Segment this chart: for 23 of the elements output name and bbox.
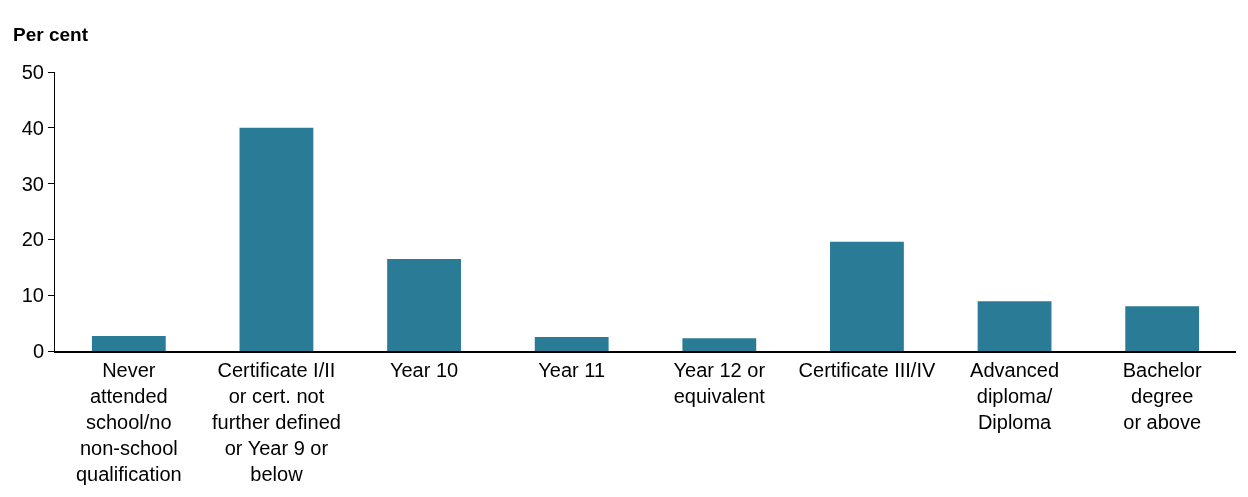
- x-tick-label: Bachelor degree or above: [1122, 358, 1202, 433]
- x-tick-label: Year 10: [389, 358, 459, 381]
- y-tick-label: 50: [21, 61, 44, 83]
- bar: [830, 241, 904, 351]
- bar: [387, 258, 461, 351]
- x-tick-label: Certificate III/IV: [798, 358, 936, 381]
- bar: [239, 127, 314, 351]
- x-tick-label: Certificate I/II or cert. not further defined or Year 9 or below: [211, 358, 341, 485]
- x-tick-label: Year 12 or equivalent: [673, 358, 766, 407]
- bar: [682, 338, 757, 351]
- x-tick-label: Never attended school/no non-school qualification: [76, 358, 182, 485]
- bar: [1125, 306, 1200, 351]
- y-tick-label: 0: [32, 340, 44, 362]
- y-tick-label: 30: [21, 172, 44, 195]
- y-axis-title: Per cent: [13, 24, 89, 45]
- y-tick-label: 40: [21, 116, 44, 139]
- x-tick-label: Year 11: [538, 358, 606, 381]
- bar: [534, 337, 609, 351]
- bar: [91, 335, 166, 351]
- y-tick-label: 20: [21, 228, 44, 251]
- bar: [977, 301, 1052, 351]
- y-tick-label: 10: [21, 284, 44, 307]
- x-tick-label: Advanced diploma/ Diploma: [970, 358, 1060, 433]
